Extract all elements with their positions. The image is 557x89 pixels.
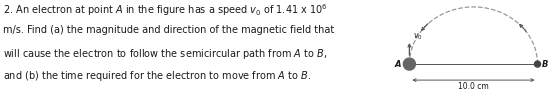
Text: will cause the electron to follow the semicircular path from $A$ to $B$,: will cause the electron to follow the se… xyxy=(3,47,327,61)
Text: and (b) the time required for the electron to move from $A$ to $B$.: and (b) the time required for the electr… xyxy=(3,69,311,83)
Text: m/s. Find (a) the magnitude and direction of the magnetic field that: m/s. Find (a) the magnitude and directio… xyxy=(3,25,334,35)
Text: 2. An electron at point $A$ in the figure has a speed $v_0$ of 1.41 x 10$^6$: 2. An electron at point $A$ in the figur… xyxy=(3,3,328,19)
Text: $v_0$: $v_0$ xyxy=(413,31,422,42)
Text: B: B xyxy=(542,60,549,69)
Text: 10.0 cm: 10.0 cm xyxy=(458,82,489,89)
Text: A: A xyxy=(395,60,401,69)
Ellipse shape xyxy=(535,61,540,67)
Ellipse shape xyxy=(403,58,416,70)
